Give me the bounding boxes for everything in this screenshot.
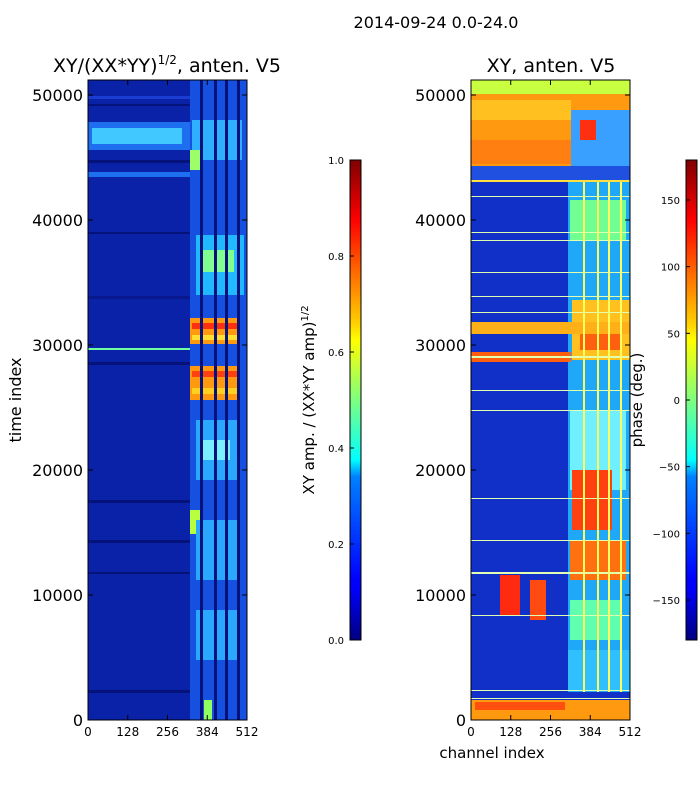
colorbar1-tick-label: 0.8 — [328, 252, 344, 263]
p2-x-tick-label: 512 — [619, 725, 642, 739]
p2-x-tick-label: 256 — [539, 725, 562, 739]
colorbar2-tick-label: 50 — [667, 329, 680, 340]
p1-x-tick-label: 512 — [236, 725, 259, 739]
colorbar1-tick-label: 0.0 — [328, 636, 344, 647]
colorbar-phase: −150 −100 −50 0 50 100 150 phase (deg.) — [628, 159, 698, 641]
panel-phase: XY, anten. V5 channel index — [415, 55, 641, 762]
colorbar1-tick-label: 0.4 — [328, 444, 344, 455]
colorbar1-tick-label: 0.6 — [328, 348, 344, 359]
p1-y-tick-label: 30000 — [32, 336, 83, 355]
p1-x-tick-label: 0 — [84, 725, 92, 739]
p2-y-tick-label: 10000 — [415, 586, 466, 605]
figure-title: 2014-09-24 0.0-24.0 — [354, 13, 519, 32]
colorbar2-label: phase (deg.) — [628, 353, 646, 448]
p2-x-tick-label: 128 — [499, 725, 522, 739]
p1-y-tick-label: 20000 — [32, 461, 83, 480]
heatmap-phase — [471, 80, 630, 720]
p1-y-tick-label: 10000 — [32, 586, 83, 605]
colorbar2-tick-label: 0 — [674, 396, 680, 407]
p1-x-tick-label: 256 — [156, 725, 179, 739]
colorbar1-gradient — [349, 159, 362, 641]
colorbar2-tick-label: 100 — [661, 263, 680, 274]
colorbar1-tick-label: 1.0 — [328, 156, 344, 167]
p1-y-tick-label: 40000 — [32, 211, 83, 230]
p2-y-tick-label: 50000 — [415, 86, 466, 105]
colorbar1-tick-label: 0.2 — [328, 540, 344, 551]
colorbar-amplitude: 0.0 0.2 0.4 0.6 0.8 1.0 XY amp. / (XX*YY amp)… — [300, 156, 362, 647]
p2-y-tick-label: 0 — [456, 711, 466, 730]
p2-x-tick-label: 0 — [467, 725, 475, 739]
panel2-axes: 0 128 256 384 512 0 10000 20000 30000 40000 50000 — [415, 80, 641, 739]
panel-amplitude: XY/(XX*YY)1/2, anten. V5 time index — [6, 53, 281, 739]
colorbar2-tick-label: −150 — [653, 596, 680, 607]
colorbar2-tick-label: −100 — [653, 529, 680, 540]
heatmap-amplitude — [88, 80, 247, 720]
p2-x-tick-label: 384 — [579, 725, 602, 739]
panel1-title: XY/(XX*YY)1/2, anten. V5 — [53, 53, 281, 77]
p1-y-tick-label: 0 — [73, 711, 83, 730]
panel1-ylabel: time index — [6, 357, 25, 442]
p1-y-tick-label: 50000 — [32, 86, 83, 105]
colorbar2-tick-label: −50 — [659, 463, 680, 474]
p1-x-tick-label: 384 — [196, 725, 219, 739]
colorbar1-label: XY amp. / (XX*YY amp)1/2 — [300, 305, 318, 494]
p1-x-tick-label: 128 — [116, 725, 139, 739]
colorbar2-tick-label: 150 — [661, 196, 680, 207]
panel2-xlabel: channel index — [439, 744, 544, 762]
p2-y-tick-label: 40000 — [415, 211, 466, 230]
p2-y-tick-label: 30000 — [415, 336, 466, 355]
p2-y-tick-label: 20000 — [415, 461, 466, 480]
panel1-axes: 0 128 256 384 512 0 10000 20000 30000 40000 50000 — [32, 80, 258, 739]
panel2-title: XY, anten. V5 — [487, 55, 616, 77]
